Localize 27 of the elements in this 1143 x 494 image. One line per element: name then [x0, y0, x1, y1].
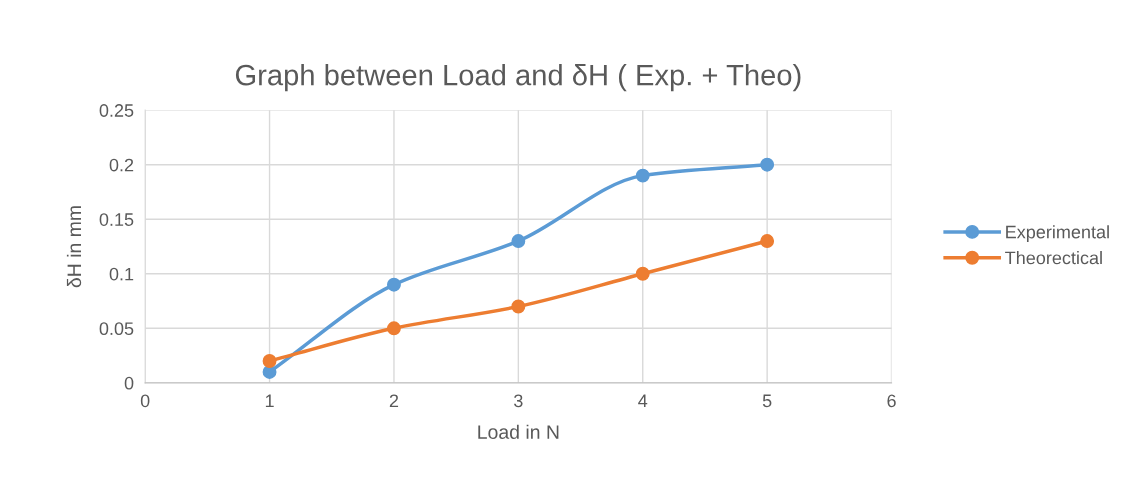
- y-tick-label: 0.05: [99, 322, 134, 336]
- legend-label: Theorectical: [1005, 251, 1102, 265]
- point: [387, 277, 401, 292]
- x-tick-label: 2: [389, 394, 399, 408]
- chart-title: Graph between Load and δH ( Exp. + Theo): [235, 64, 801, 92]
- y-tick-label: 0.2: [109, 158, 134, 172]
- point: [511, 299, 526, 314]
- point: [635, 266, 650, 281]
- point: [635, 168, 650, 183]
- y-tick-label: 0.25: [99, 104, 134, 117]
- point: [387, 321, 401, 336]
- y-tick-label: 0.15: [99, 213, 134, 226]
- y-tick-label: 0: [124, 376, 134, 390]
- x-tick-label: 1: [265, 394, 274, 408]
- point: [511, 234, 526, 248]
- point: [760, 157, 775, 172]
- point: [760, 234, 775, 248]
- point: [262, 354, 277, 368]
- x-tick-label: 3: [514, 394, 523, 408]
- x-tick-label: 0: [140, 394, 150, 408]
- legend-label: Experimental: [1006, 225, 1109, 242]
- y-tick-label: 0.1: [109, 267, 134, 281]
- x-axis-title: Load in N: [478, 424, 559, 439]
- x-tick-label: 4: [638, 394, 648, 408]
- x-tick-label: 5: [762, 394, 772, 408]
- y-axis-title: δH in mm: [66, 206, 82, 288]
- x-tick-label: 6: [887, 394, 896, 408]
